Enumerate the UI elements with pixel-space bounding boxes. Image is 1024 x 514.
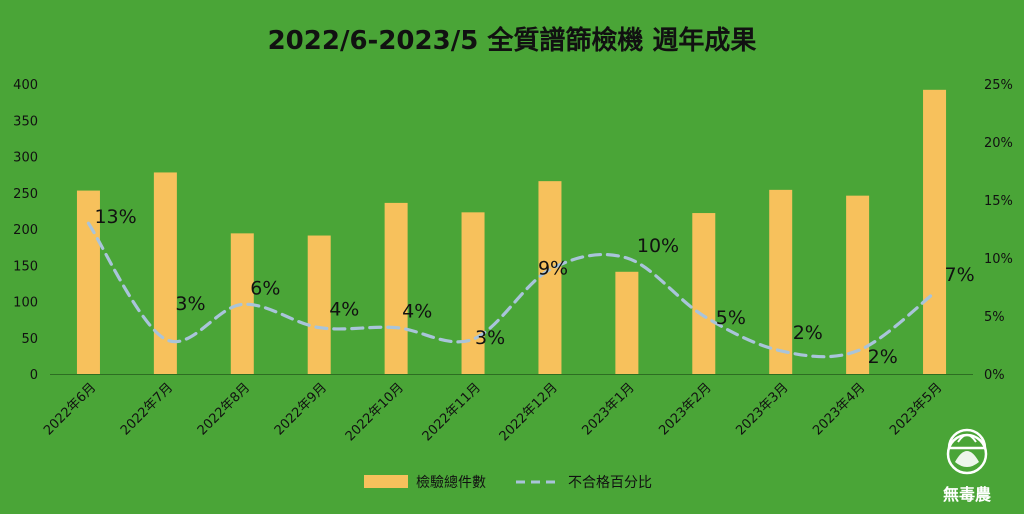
point-label: 10%	[637, 235, 679, 257]
bar-series	[76, 89, 947, 375]
y-left-tick-label: 300	[13, 151, 38, 166]
x-tick-label: 2022年6月	[41, 380, 99, 438]
x-tick-label: 2023年3月	[733, 380, 791, 438]
point-label: 9%	[538, 258, 568, 280]
bar	[461, 212, 485, 374]
y-left-tick-label: 250	[13, 187, 38, 202]
y-left-tick-label: 350	[13, 114, 38, 129]
x-tick-label: 2023年4月	[810, 380, 868, 438]
y-axis-left: 0 50 100 150 200 250 300 350 400	[13, 78, 38, 383]
y-left-tick-label: 100	[13, 296, 38, 311]
bar	[538, 181, 562, 374]
y-left-tick-label: 400	[13, 78, 38, 93]
point-labels: 13% 3% 6% 4% 4% 3% 9% 10% 5% 2% 2% 7%	[94, 206, 974, 368]
x-tick-label: 2022年8月	[195, 380, 253, 438]
point-label: 4%	[329, 299, 359, 321]
y-axis-right: 0% 5% 10% 15% 20% 25%	[984, 78, 1013, 383]
bar	[692, 213, 716, 374]
point-label: 2%	[793, 322, 823, 344]
y-left-tick-label: 150	[13, 259, 38, 274]
x-tick-label: 2023年1月	[579, 380, 637, 438]
bar	[615, 271, 639, 374]
x-axis-labels: 2022年6月 2022年7月 2022年8月 2022年9月 2022年10月 2022…	[41, 380, 945, 444]
y-left-tick-label: 200	[13, 223, 38, 238]
bar	[76, 190, 100, 374]
point-label: 7%	[945, 264, 975, 286]
y-right-tick-label: 0%	[984, 368, 1005, 383]
point-label: 3%	[475, 327, 505, 349]
line-path	[86, 221, 937, 359]
bar	[769, 189, 793, 374]
bar	[153, 172, 177, 374]
legend-label-bar: 檢驗總件數	[416, 474, 486, 491]
chart-title: 2022/6-2023/5 全質譜篩檢機 週年成果	[268, 25, 757, 56]
bar	[846, 195, 870, 374]
legend-swatch-bar	[364, 475, 408, 488]
x-tick-label: 2022年9月	[272, 380, 330, 438]
y-left-tick-label: 0	[30, 368, 38, 383]
line-series	[86, 221, 937, 359]
point-label: 6%	[250, 277, 280, 299]
point-label: 2%	[868, 346, 898, 368]
x-tick-label: 2023年5月	[887, 380, 945, 438]
bar	[307, 235, 331, 374]
y-right-tick-label: 15%	[984, 194, 1013, 209]
x-tick-label: 2023年2月	[656, 380, 714, 438]
logo: 無毒農	[943, 428, 992, 504]
x-tick-label: 2022年7月	[118, 380, 176, 438]
logo-text: 無毒農	[943, 485, 992, 504]
y-right-tick-label: 5%	[984, 310, 1005, 325]
point-label: 5%	[716, 307, 746, 329]
legend-label-line: 不合格百分比	[568, 475, 652, 491]
y-right-tick-label: 20%	[984, 136, 1013, 151]
y-right-tick-label: 25%	[984, 78, 1013, 93]
x-tick-label: 2022年11月	[420, 380, 484, 444]
y-left-tick-label: 50	[21, 332, 38, 347]
point-label: 4%	[402, 301, 432, 323]
x-tick-label: 2022年12月	[497, 380, 561, 444]
bar	[384, 202, 408, 374]
point-label: 13%	[94, 206, 136, 228]
lettuce-logo-icon	[946, 428, 988, 475]
y-right-tick-label: 10%	[984, 252, 1013, 267]
legend: 檢驗總件數 不合格百分比	[364, 474, 652, 491]
x-tick-label: 2022年10月	[343, 380, 407, 444]
bar	[923, 89, 947, 375]
point-label: 3%	[175, 293, 205, 315]
